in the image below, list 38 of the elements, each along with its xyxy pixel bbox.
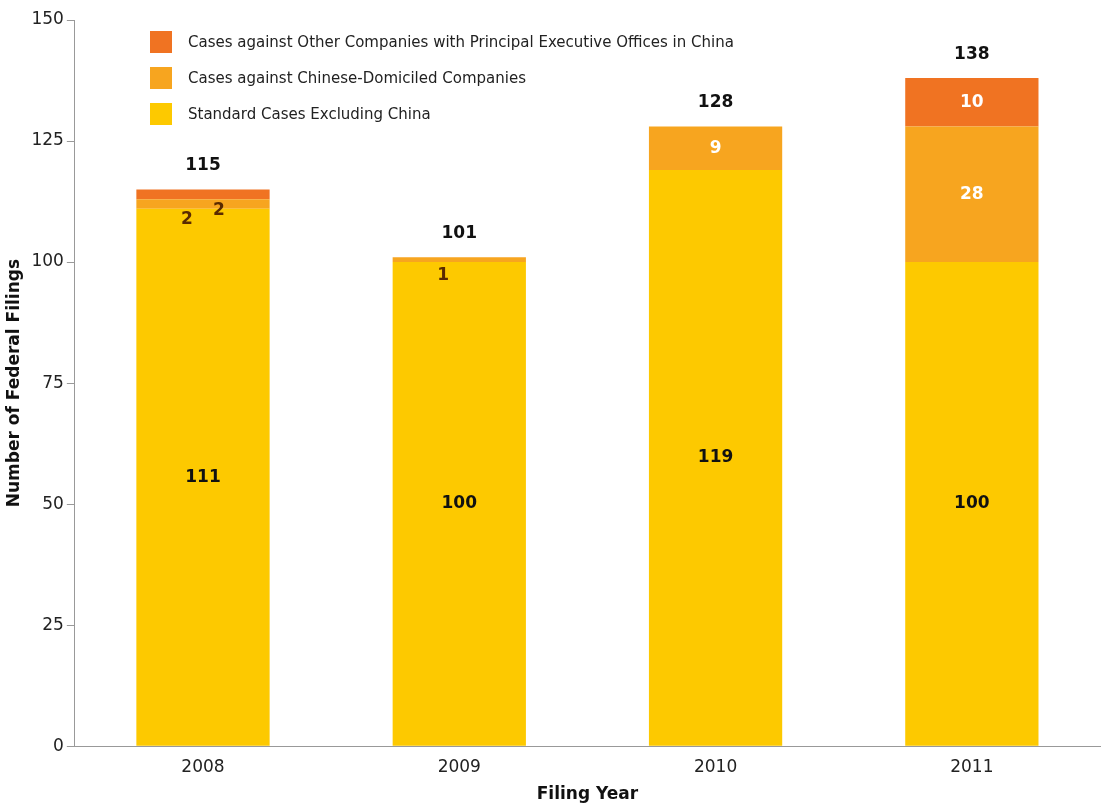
x-axis-title: Filing Year bbox=[536, 783, 639, 804]
y-axis-title: Number of Federal Filings bbox=[2, 258, 23, 508]
y-tick-label: 25 bbox=[42, 613, 64, 634]
total-label: 101 bbox=[441, 221, 478, 242]
data-label: 100 bbox=[441, 492, 478, 513]
bar bbox=[905, 126, 1039, 263]
y-tick-label: 100 bbox=[31, 250, 64, 271]
legend-label: Cases against Chinese-Domiciled Companies bbox=[188, 69, 526, 87]
bar bbox=[905, 262, 1039, 746]
x-tick-label: 2009 bbox=[437, 755, 481, 776]
data-label: 10 bbox=[960, 90, 984, 111]
x-tick-label: 2011 bbox=[950, 755, 994, 776]
data-label: 9 bbox=[709, 136, 722, 157]
data-label: 1 bbox=[437, 264, 450, 285]
y-tick-label: 0 bbox=[53, 734, 64, 755]
total-label: 138 bbox=[954, 42, 990, 63]
bar bbox=[648, 170, 783, 746]
y-tick-label: 75 bbox=[42, 371, 64, 392]
bar bbox=[905, 78, 1039, 127]
bar bbox=[648, 126, 783, 171]
legend-label: Cases against Other Companies with Principal Executive Offices in China bbox=[188, 33, 734, 51]
bar bbox=[392, 257, 526, 263]
total-label: 128 bbox=[697, 90, 734, 111]
legend-label: Standard Cases Excluding China bbox=[188, 105, 431, 123]
x-tick-label: 2010 bbox=[693, 755, 738, 776]
data-label: 111 bbox=[185, 465, 221, 486]
y-tick-label: 150 bbox=[31, 8, 64, 29]
data-label: 119 bbox=[697, 446, 734, 467]
y-tick-label: 50 bbox=[42, 492, 64, 513]
data-label: 28 bbox=[960, 182, 984, 203]
bar bbox=[392, 262, 526, 746]
bar bbox=[136, 189, 270, 200]
y-tick-label: 125 bbox=[31, 129, 64, 150]
x-tick-label: 2008 bbox=[181, 755, 225, 776]
data-label: 2 bbox=[181, 208, 193, 229]
data-label: 100 bbox=[954, 492, 990, 513]
data-label: 2 bbox=[213, 198, 225, 219]
total-label: 115 bbox=[185, 153, 221, 174]
